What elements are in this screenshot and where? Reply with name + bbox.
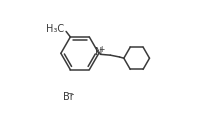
- Text: N: N: [95, 47, 102, 57]
- Text: −: −: [66, 89, 72, 98]
- Text: Br: Br: [63, 92, 74, 102]
- Text: H₃C: H₃C: [46, 24, 64, 34]
- Text: +: +: [98, 45, 105, 54]
